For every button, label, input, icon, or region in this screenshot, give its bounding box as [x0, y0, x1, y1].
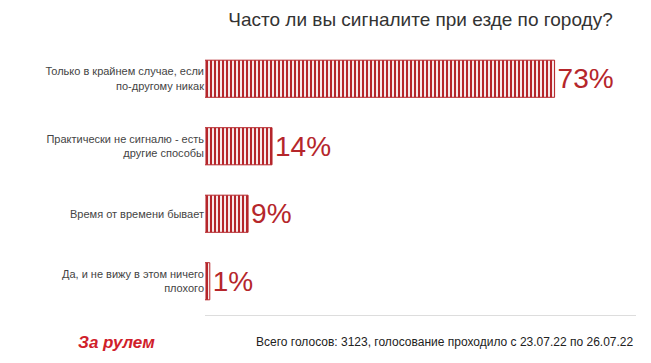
svg-text:Да, и не вижу в этом ничегопло: Да, и не вижу в этом ничегоплохого: [62, 268, 204, 294]
svg-text:Всего голосов: 3123, голосован: Всего голосов: 3123, голосование проходи…: [256, 335, 634, 349]
svg-text:14%: 14%: [275, 131, 331, 162]
svg-text:Часто ли вы сигналите при езде: Часто ли вы сигналите при езде по городу…: [228, 9, 612, 30]
svg-text:1%: 1%: [213, 266, 253, 297]
svg-text:Только в крайнем случае, еслип: Только в крайнем случае, еслипо-другому …: [45, 65, 204, 91]
svg-text:За рулем: За рулем: [78, 333, 155, 352]
svg-text:9%: 9%: [251, 198, 291, 229]
svg-text:Практически не сигналю - естьд: Практически не сигналю - естьдругие спос…: [46, 133, 204, 159]
svg-text:73%: 73%: [558, 63, 614, 94]
svg-text:Время от времени бывает: Время от времени бывает: [70, 208, 204, 220]
